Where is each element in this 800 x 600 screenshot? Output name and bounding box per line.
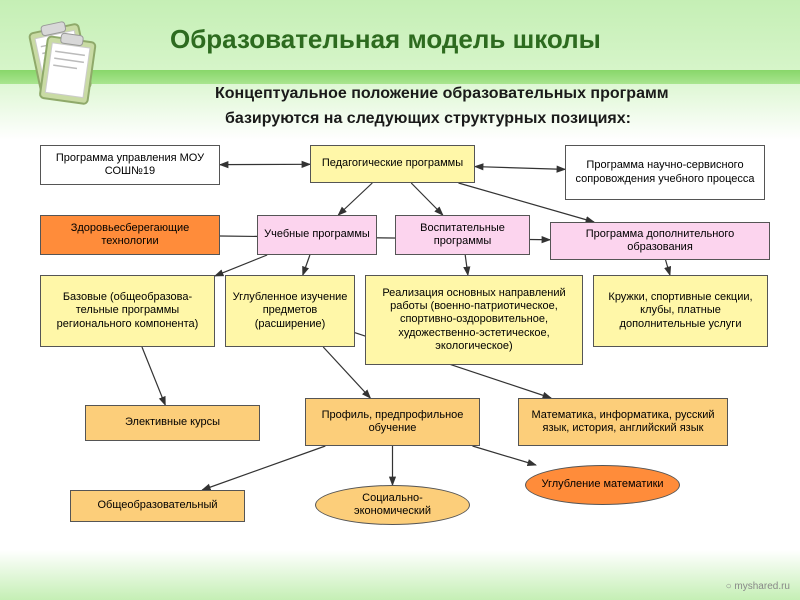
page-title: Образовательная модель школы (170, 24, 601, 55)
node-n15: Общеобразовательный (70, 490, 245, 522)
node-n1: Программа управления МОУ СОШ№19 (40, 145, 220, 185)
node-n2: Педагогические программы (310, 145, 475, 183)
node-n12: Элективные курсы (85, 405, 260, 441)
watermark-text: ○ myshared.ru (726, 581, 790, 592)
subtitle-line-2: базируются на следующих структурных пози… (225, 110, 631, 128)
bg-stripe (0, 70, 800, 84)
node-n5: Учебные программы (257, 215, 377, 255)
node-n16: Социально-экономический (315, 485, 470, 525)
node-n17: Углубление математики (525, 465, 680, 505)
clipboard-icon (10, 10, 110, 110)
node-n4: Здоровьесберегающие технологии (40, 215, 220, 255)
node-n14: Математика, информатика, русский язык, и… (518, 398, 728, 446)
node-n10: Реализация основных направлений работы (… (365, 275, 583, 365)
node-n8: Базовые (общеобразова-тельные программы … (40, 275, 215, 347)
node-n9: Углубленное изучение предметов (расширен… (225, 275, 355, 347)
node-n6: Воспитательные программы (395, 215, 530, 255)
node-n7: Программа дополнительного образования (550, 222, 770, 260)
bg-gradient-bottom (0, 550, 800, 600)
node-n11: Кружки, спортивные секции, клубы, платны… (593, 275, 768, 347)
node-n13: Профиль, предпрофильное обучение (305, 398, 480, 446)
node-n3: Программа научно-сервисного сопровождени… (565, 145, 765, 200)
subtitle-line-1: Концептуальное положение образовательных… (215, 85, 669, 103)
